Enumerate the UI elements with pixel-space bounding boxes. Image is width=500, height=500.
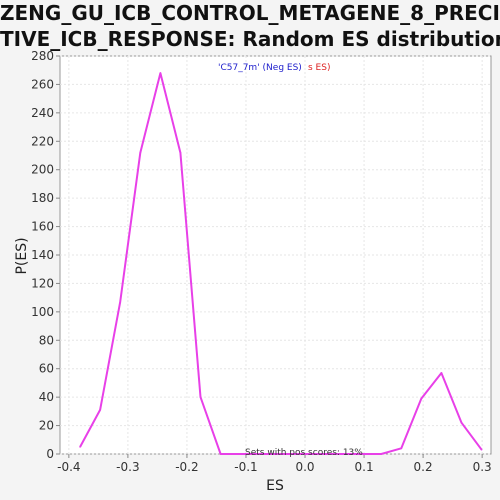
y-tick-label: 100 <box>31 305 54 319</box>
x-tick-label: -0.4 <box>57 460 80 474</box>
y-tick-label: 40 <box>39 390 54 404</box>
x-tick-label: 0.3 <box>473 460 492 474</box>
y-tick-label: 80 <box>39 333 54 347</box>
plot-area <box>59 55 492 455</box>
x-tick-label: 0.0 <box>295 460 314 474</box>
chart-title: ZENG_GU_ICB_CONTROL_METAGENE_8_PRECIC TI… <box>0 0 500 52</box>
anno-pos: s ES) <box>308 63 330 73</box>
anno-bottom: Sets with pos scores: 13% <box>245 448 363 458</box>
y-tick-label: 140 <box>31 248 54 262</box>
axes: 0 20 40 60 80 100 120 140 160 180 200 220 240 260 280 -… <box>31 49 492 474</box>
data-point <box>480 448 483 451</box>
data-point <box>99 409 101 411</box>
data-point <box>79 446 81 448</box>
data-point <box>320 453 322 455</box>
x-tick-label: 0.1 <box>355 460 374 474</box>
data-point <box>440 372 443 374</box>
data-point <box>239 453 242 455</box>
chart-title-line-2: TIVE_ICB_RESPONSE: Random ES distributio… <box>0 27 500 51</box>
x-axis-title: ES <box>266 478 284 494</box>
anno-neg: 'C57_7m' (Neg ES) <box>218 63 302 73</box>
x-tick-label: -0.2 <box>175 460 198 474</box>
data-point <box>219 453 222 455</box>
data-point <box>340 453 342 455</box>
y-tick-label: 220 <box>31 134 54 148</box>
y-tick-label: 120 <box>31 276 54 290</box>
y-tick-label: 260 <box>31 77 54 91</box>
y-axis-title: P(ES) <box>14 237 30 274</box>
y-tick-label: 200 <box>31 163 54 177</box>
data-point <box>380 453 382 455</box>
y-tick-label: 180 <box>31 191 54 205</box>
y-tick-label: 280 <box>31 49 54 63</box>
y-tick-label: 0 <box>46 447 54 461</box>
data-point <box>420 397 423 400</box>
data-point <box>119 301 122 303</box>
data-point <box>300 453 302 455</box>
data-point <box>280 453 282 455</box>
x-tick-label: -0.3 <box>116 460 139 474</box>
y-tick-label: 20 <box>39 419 54 433</box>
data-point <box>139 151 142 154</box>
data-point <box>199 396 202 398</box>
x-tick-label: 0.2 <box>414 460 433 474</box>
data-point <box>159 72 162 74</box>
data-point <box>460 421 463 424</box>
x-tick-label: -0.1 <box>234 460 257 474</box>
data-point <box>259 453 262 455</box>
chart-title-line-1: ZENG_GU_ICB_CONTROL_METAGENE_8_PRECIC <box>0 1 500 25</box>
series-group <box>79 72 483 455</box>
data-point <box>179 151 182 154</box>
y-tick-label: 60 <box>39 362 54 376</box>
y-tick-label: 160 <box>31 220 54 234</box>
data-point <box>400 447 403 450</box>
data-point <box>360 453 362 455</box>
y-tick-label: 240 <box>31 106 54 120</box>
